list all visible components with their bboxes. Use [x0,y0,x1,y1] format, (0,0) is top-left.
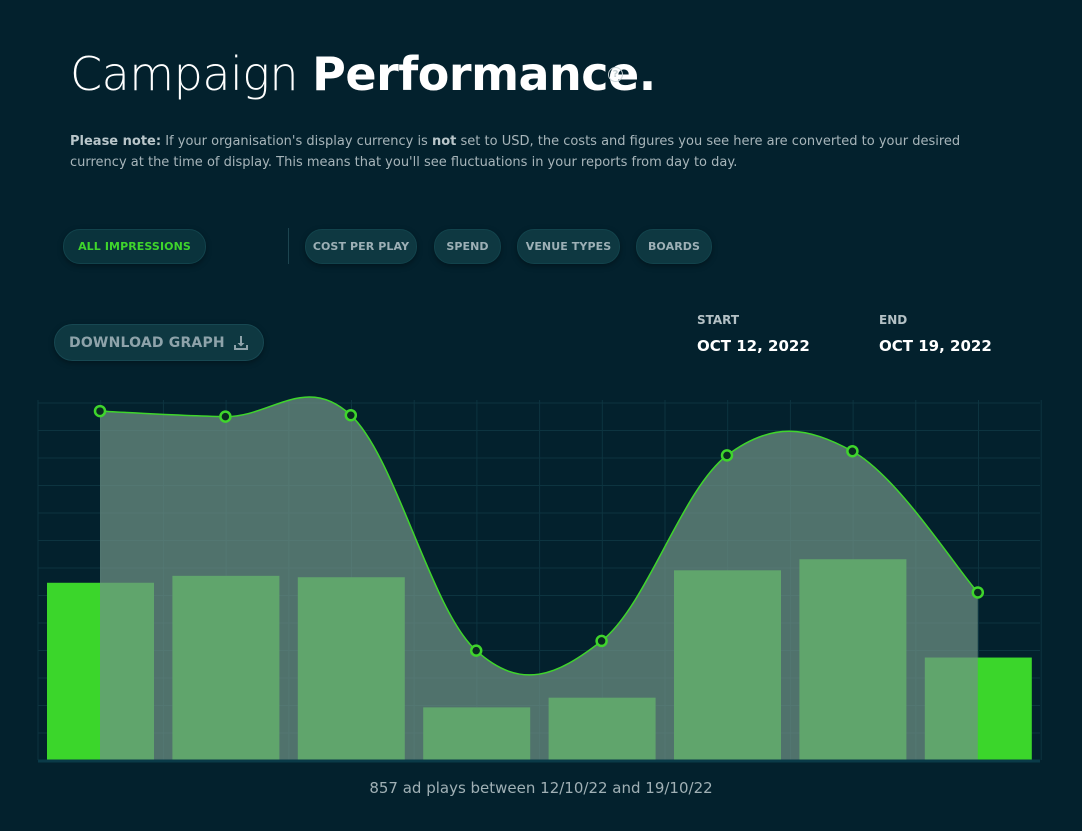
download-icon [234,336,248,350]
currency-note: Please note: If your organisation's disp… [70,131,970,173]
tab-boards[interactable]: BOARDS [636,229,712,264]
download-graph-button[interactable]: DOWNLOAD GRAPH [54,324,264,361]
filter-divider [288,228,289,264]
start-date-label: START [697,313,740,327]
data-point [595,634,608,648]
start-date-value[interactable]: OCT 12, 2022 [697,337,810,355]
data-point [219,410,232,423]
data-point [720,449,734,462]
download-graph-label: DOWNLOAD GRAPH [69,334,225,351]
page-title-light: Campaign [70,47,313,101]
note-part1: If your organisation's display currency … [161,134,432,149]
tab-all-impressions[interactable]: ALL IMPRESSIONS [63,229,206,264]
data-point [93,404,107,418]
tab-label: ALL IMPRESSIONS [78,240,191,253]
page-title-bold: Performance. [312,47,656,101]
tab-cost-per-play[interactable]: COST PER PLAY [305,229,417,264]
data-point [971,586,985,599]
tab-label: VENUE TYPES [525,240,612,253]
question-circle-icon[interactable]: ? [608,67,623,82]
chart-caption: 857 ad plays between 12/10/22 and 19/10/… [369,779,713,797]
area-fill [100,397,978,760]
series-line [99,396,979,676]
tab-label: BOARDS [647,240,701,253]
end-date-label: END [879,313,908,327]
tab-spend[interactable]: SPEND [434,229,501,264]
end-date-value[interactable]: OCT 19, 2022 [879,337,992,355]
tab-venue-types[interactable]: VENUE TYPES [517,229,620,264]
data-point [469,644,483,657]
note-emphasis: not [431,134,457,149]
note-part2: set to USD, the costs and figures you se… [70,134,961,170]
impressions-chart [37,396,1042,763]
note-prefix: Please note: [70,134,162,149]
data-point [344,408,358,422]
tab-label: COST PER PLAY [312,240,410,253]
tab-label: SPEND [446,240,489,253]
page-title: Campaign Performance. [70,44,656,104]
data-point [846,444,859,458]
